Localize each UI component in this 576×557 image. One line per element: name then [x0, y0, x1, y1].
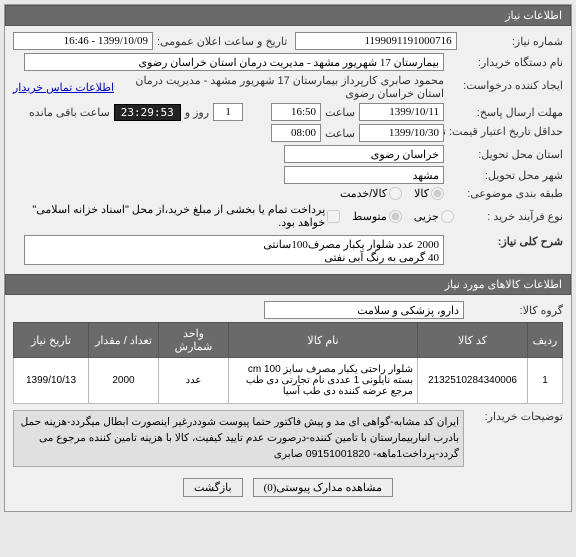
budget-label: طبقه بندی موضوعی: [448, 187, 563, 200]
city-label: شهر محل تحویل: [448, 169, 563, 182]
col-row: ردیف [528, 323, 563, 358]
province-input[interactable] [284, 145, 444, 163]
group-input[interactable] [264, 301, 464, 319]
valid-date-input[interactable] [359, 124, 444, 142]
announce-label: تاریخ و ساعت اعلان عمومی: [157, 35, 287, 48]
col-date: تاریخ نیاز [14, 323, 89, 358]
cell-unit: عدد [159, 358, 229, 404]
desc-textarea[interactable] [24, 235, 444, 265]
deadline-date-input[interactable] [359, 103, 444, 121]
section-header-info: اطلاعات نیاز [5, 5, 571, 26]
cell-qty: 2000 [89, 358, 159, 404]
time-label-1: ساعت [325, 106, 355, 119]
buyer-input[interactable] [24, 53, 444, 71]
col-code: کد کالا [418, 323, 528, 358]
col-qty: تعداد / مقدار [89, 323, 159, 358]
notes-box: ایران کد مشابه-گواهی ای مد و پیش فاکتور … [13, 410, 464, 467]
cell-n: 1 [528, 358, 563, 404]
group-label: گروه کالا: [468, 304, 563, 317]
need-no-label: شماره نیاز: [461, 35, 563, 48]
desc-label: شرح کلی نیاز: [448, 235, 563, 248]
notes-label: توضیحات خریدار: [468, 410, 563, 423]
valid-label: حداقل تاریخ اعتبار قیمت: تا تاریخ: [448, 126, 563, 139]
proc-radio-2[interactable]: متوسط [352, 210, 402, 223]
col-unit: واحد شمارش [159, 323, 229, 358]
budget-radio-1[interactable]: کالا [414, 187, 444, 200]
budget-radio-2[interactable]: کالا/خدمت [340, 187, 402, 200]
proc-label: نوع فرآیند خرید : [458, 210, 563, 223]
section-header-goods: اطلاعات کالاهای مورد نیاز [5, 274, 571, 295]
province-label: استان محل تحویل: [448, 148, 563, 161]
goods-table: ردیف کد کالا نام کالا واحد شمارش تعداد /… [13, 322, 563, 404]
proc-checkbox[interactable]: پرداخت تمام یا بخشی از مبلغ خرید،از محل … [13, 203, 340, 229]
back-button[interactable]: بازگشت [183, 478, 243, 497]
attachments-button[interactable]: مشاهده مدارک پیوستی(0) [253, 478, 393, 497]
need-no-input[interactable] [295, 32, 456, 50]
buyer-label: نام دستگاه خریدار: [448, 56, 563, 69]
creator-label: ایجاد کننده درخواست: [448, 80, 563, 93]
proc-radio-1[interactable]: جزیی [414, 210, 454, 223]
countdown-timer: 23:29:53 [114, 104, 181, 121]
contact-link[interactable]: اطلاعات تماس خریدار [13, 81, 114, 94]
day-label: روز و [185, 106, 209, 119]
cell-name: شلوار راحتی یکبار مصرف سایز 100 cm بسته … [229, 358, 418, 404]
table-row[interactable]: 1 2132510284340006 شلوار راحتی یکبار مصر… [14, 358, 563, 404]
cell-date: 1399/10/13 [14, 358, 89, 404]
cell-code: 2132510284340006 [418, 358, 528, 404]
time-label-2: ساعت [325, 127, 355, 140]
col-name: نام کالا [229, 323, 418, 358]
valid-time-input[interactable] [271, 124, 321, 142]
city-input[interactable] [284, 166, 444, 184]
remain-label: ساعت باقی مانده [29, 106, 110, 119]
deadline-label: مهلت ارسال پاسخ: [448, 106, 563, 119]
table-header-row: ردیف کد کالا نام کالا واحد شمارش تعداد /… [14, 323, 563, 358]
deadline-time-input[interactable] [271, 103, 321, 121]
creator-text: محمود صابری کارپرداز بیمارستان 17 شهریور… [118, 74, 444, 100]
announce-input[interactable] [13, 32, 153, 50]
day-input[interactable] [213, 103, 243, 121]
